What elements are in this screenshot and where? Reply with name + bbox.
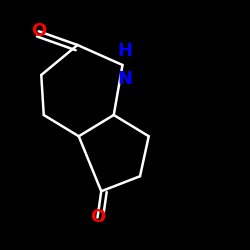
Text: O: O <box>31 22 46 40</box>
Text: H: H <box>118 42 132 60</box>
Text: O: O <box>90 208 105 226</box>
Text: N: N <box>118 70 132 88</box>
